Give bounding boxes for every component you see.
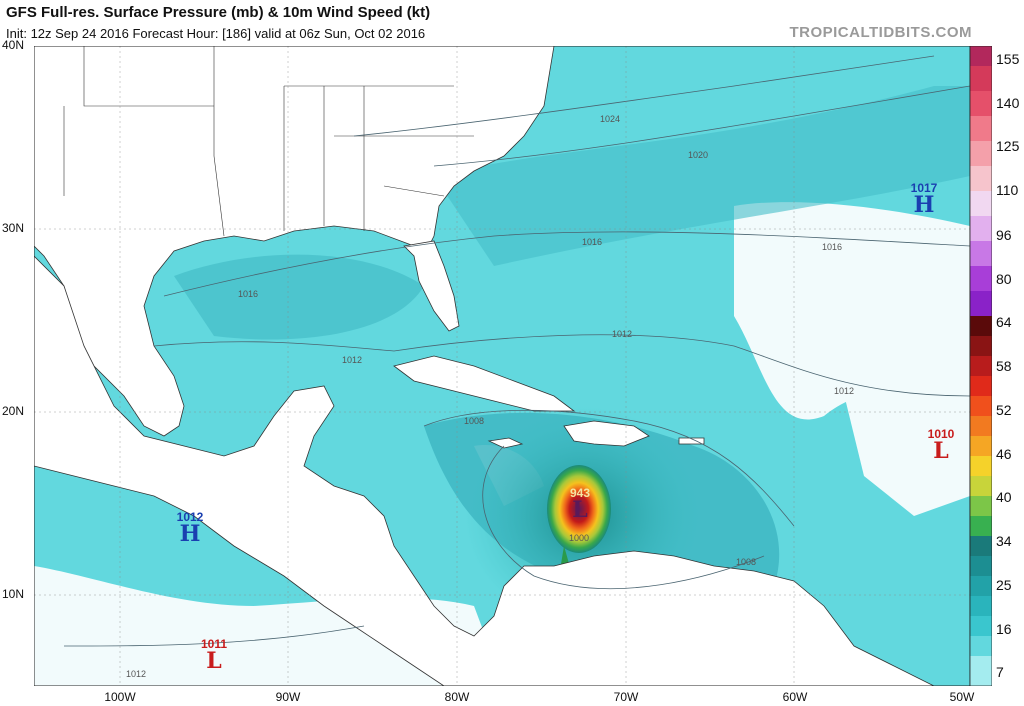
colorbar-label: 7 [996,664,1004,680]
land-puerto-rico [678,437,705,445]
isobar-label: 1016 [582,237,603,247]
wind-speed-colorbar [970,46,992,686]
colorbar-label: 25 [996,577,1012,593]
hurricane-wind-field [547,465,611,553]
isobar-label: 1008 [464,416,485,426]
calm-area-east-atlantic [734,202,970,420]
colorbar-label: 34 [996,533,1012,549]
land-central-america [34,255,935,686]
calm-area-pacific [34,566,504,686]
wind-band-atlantic [434,86,970,266]
colorbar-label: 52 [996,402,1012,418]
colorbar-label: 125 [996,138,1020,154]
lon-label: 90W [275,690,301,704]
lat-label: 30N [2,221,25,235]
calm-area-central-atlantic [842,366,970,516]
isobars [63,55,970,647]
map-subtitle: Init: 12z Sep 24 2016 Forecast Hour: [18… [6,26,426,41]
land-masses [34,46,935,686]
wind-band-gulf [174,254,424,340]
land-hispaniola [563,420,650,447]
land-north-america [34,46,555,437]
land-florida [403,240,460,332]
colorbar-label: 96 [996,227,1012,243]
isobar-label: 1016 [238,289,259,299]
colorbar-label: 16 [996,621,1012,637]
isobar-label: 1000 [569,533,590,543]
isobar-label: 1012 [834,386,855,396]
isobar-label: 1020 [688,150,709,160]
low-pressure-center: 1011 L [200,637,228,674]
low-pressure-center: 1010 L [927,427,955,464]
map-title: GFS Full-res. Surface Pressure (mb) & 10… [6,4,431,21]
lon-label: 80W [444,690,470,704]
colorbar-label: 110 [996,182,1019,198]
hurricane-low-center: 943 L [569,486,591,523]
colorbar-label: 155 [996,51,1020,67]
lon-label: 60W [782,690,808,704]
site-brand[interactable]: TROPICALTIDBITS.COM [789,24,972,41]
land-jamaica [487,437,524,449]
isobar-label: 1024 [600,114,621,124]
isobar-label: 1012 [126,669,147,679]
isobar-label: 1008 [736,557,757,567]
colorbar-label: 80 [996,271,1012,287]
state-borders [63,46,474,237]
wind-pressure-map [34,46,970,686]
colorbar-label: 40 [996,489,1012,505]
lon-label: 50W [949,690,975,704]
colorbar-label: 46 [996,446,1012,462]
isobar-label: 1012 [342,355,363,365]
isobar-label: 1016 [822,242,843,252]
isobar-label: 1012 [612,329,633,339]
lat-label: 20N [2,404,25,418]
high-pressure-center: 1017 H [910,181,938,218]
lon-label: 100W [104,690,136,704]
colorbar-label: 58 [996,358,1012,374]
lat-lon-grid [34,46,970,686]
lon-label: 70W [613,690,639,704]
colorbar-label: 64 [996,314,1012,330]
colorbar-label: 140 [996,95,1020,111]
lat-label: 40N [2,38,25,52]
land-cuba [393,355,576,412]
lat-label: 10N [2,587,25,601]
high-pressure-center: 1012 H [176,510,204,547]
